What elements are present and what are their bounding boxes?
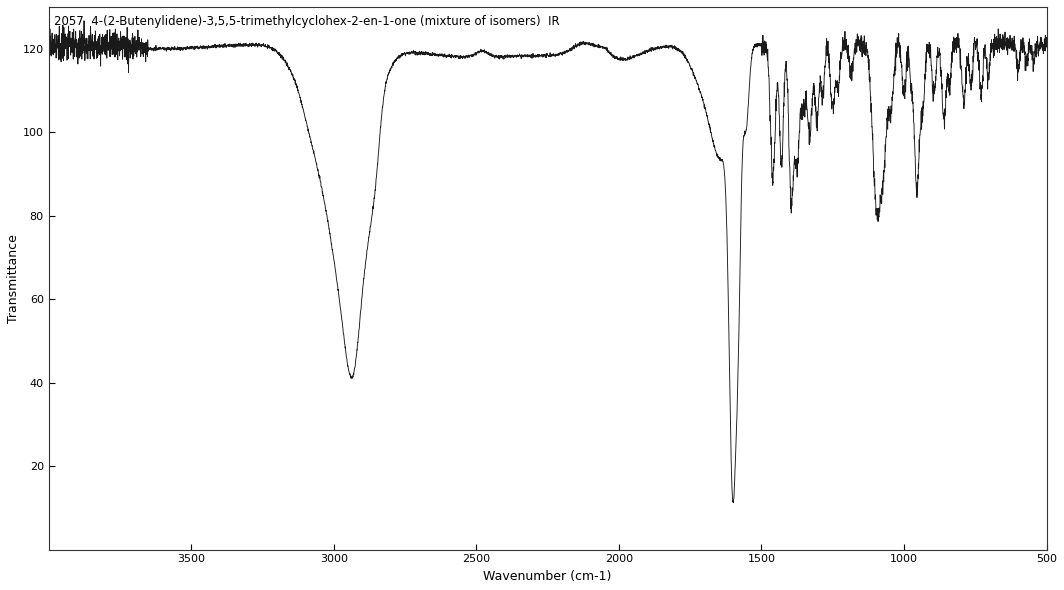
Text: 2057  4-(2-Butenylidene)-3,5,5-trimethylcyclohex-2-en-1-one (mixture of isomers): 2057 4-(2-Butenylidene)-3,5,5-trimethylc… <box>53 15 560 28</box>
Y-axis label: Transmittance: Transmittance <box>7 234 20 323</box>
X-axis label: Wavenumber (cm-1): Wavenumber (cm-1) <box>483 570 612 583</box>
